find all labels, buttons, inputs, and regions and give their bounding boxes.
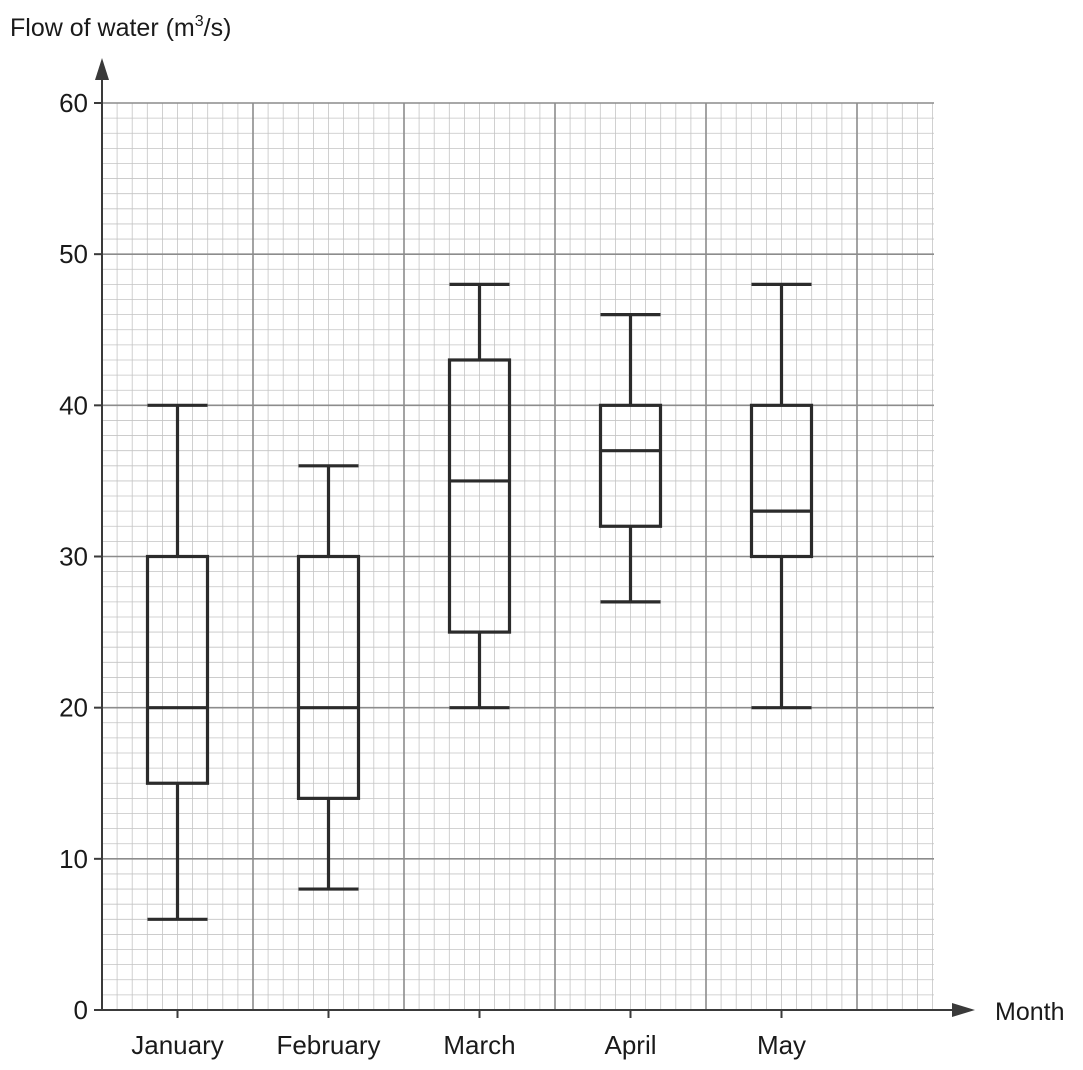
y-tick-label: 10 (59, 844, 88, 874)
x-category-label: February (276, 1030, 380, 1060)
y-tick-label: 0 (74, 995, 88, 1025)
x-axis-title: Month (995, 998, 1064, 1026)
x-category-label: April (604, 1030, 656, 1060)
x-axis-arrow-icon (952, 1003, 975, 1017)
y-axis-arrow-icon (95, 58, 109, 80)
box-iqr (749, 403, 814, 559)
y-tick-label: 50 (59, 239, 88, 269)
box-iqr (447, 358, 512, 634)
box-february (296, 464, 361, 891)
y-tick-label: 20 (59, 693, 88, 723)
box-iqr (296, 554, 361, 800)
box-series (145, 282, 814, 921)
box-iqr (598, 403, 663, 528)
y-tick-label: 60 (59, 88, 88, 118)
x-category-label: May (757, 1030, 806, 1060)
box-january (145, 403, 210, 921)
box-may (749, 282, 814, 710)
x-category-label: March (443, 1030, 515, 1060)
axes (95, 58, 975, 1017)
y-tick-label: 30 (59, 542, 88, 572)
x-category-label: January (131, 1030, 224, 1060)
y-tick-labels: 0 10 20 30 40 50 60 (59, 88, 102, 1025)
box-april (598, 313, 663, 604)
box-march (447, 282, 512, 710)
y-axis-title: Flow of water (m3/s) (10, 13, 231, 42)
x-category-labels: January February March April May (131, 1010, 806, 1060)
y-tick-label: 40 (59, 390, 88, 420)
box-iqr (145, 554, 210, 785)
